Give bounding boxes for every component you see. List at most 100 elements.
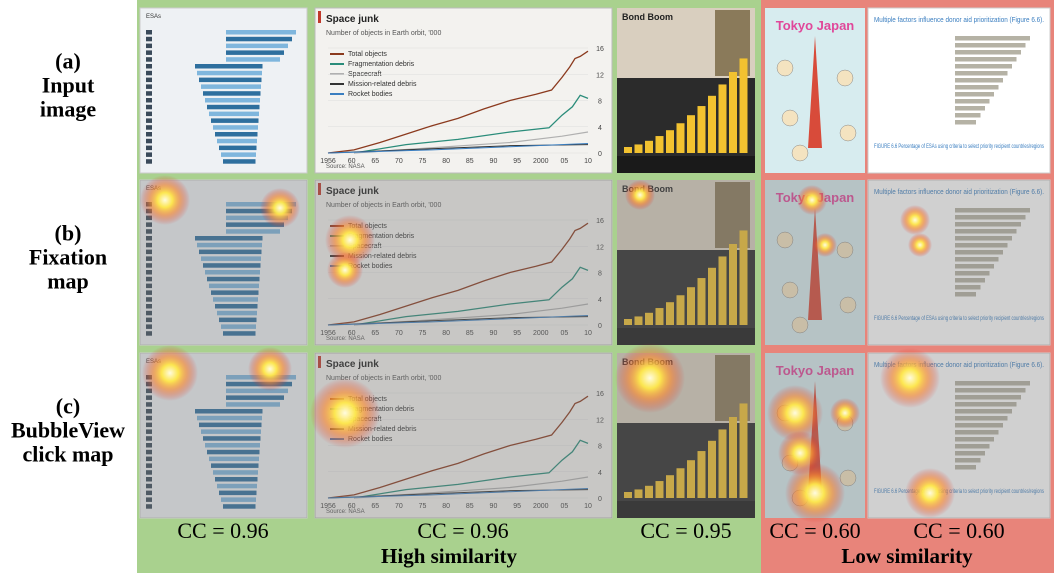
- bar: [676, 123, 685, 153]
- y-tick-label: 16: [596, 391, 604, 398]
- row-index: [146, 152, 152, 157]
- bar: [955, 85, 999, 90]
- heat-blob: [615, 343, 685, 413]
- bar: [955, 451, 985, 456]
- bar: [955, 106, 985, 111]
- row-index: [146, 324, 152, 329]
- bar: [209, 283, 259, 289]
- legend-label: Rocket bodies: [348, 263, 393, 270]
- x-tick-label: 90: [490, 158, 498, 165]
- heat-blob: [908, 233, 932, 257]
- bar: [213, 297, 258, 302]
- accent: [318, 356, 321, 368]
- heat-blob: [767, 385, 823, 441]
- heat-blob: [797, 185, 827, 215]
- legend-label: Fragmentation debris: [348, 61, 415, 68]
- heat-blob: [140, 175, 190, 225]
- y-tick-label: 16: [596, 218, 604, 225]
- row-index: [146, 125, 152, 130]
- bar: [207, 276, 260, 282]
- thumb-title: Tokyo Japan: [776, 363, 855, 378]
- series-line: [353, 266, 589, 326]
- heat-blob: [260, 188, 300, 228]
- x-tick-label: 05: [560, 503, 568, 510]
- series-line: [327, 488, 589, 499]
- thumb-caption: FIGURE 6.6 Percentage of ESAs using crit…: [874, 315, 1044, 322]
- bar: [729, 72, 737, 153]
- series-line: [353, 439, 589, 499]
- bar: [955, 36, 1030, 41]
- row-index: [146, 317, 152, 323]
- bar: [221, 324, 256, 329]
- bar: [687, 287, 695, 325]
- row-index: [146, 111, 152, 117]
- row-index: [146, 104, 152, 110]
- row-label: (c): [56, 394, 80, 419]
- series-line: [327, 143, 589, 154]
- x-tick-label: 85: [466, 503, 474, 510]
- bar: [955, 208, 1030, 213]
- bar: [708, 95, 716, 153]
- bar: [955, 229, 1017, 234]
- row-index: [146, 159, 152, 164]
- x-tick-label: 60: [348, 330, 356, 337]
- row-index: [146, 290, 152, 295]
- thumb-caption: FIGURE 6.6 Percentage of ESAs using crit…: [874, 143, 1044, 150]
- thumb-title: Multiple factors influence donor aid pri…: [874, 15, 1044, 24]
- y-tick-label: 4: [598, 470, 602, 477]
- caption-band: [617, 156, 755, 173]
- heat-blob: [325, 215, 375, 265]
- icon: [839, 124, 857, 142]
- thumb-title: Tokyo Japan: [776, 18, 855, 33]
- x-tick-label: 10: [584, 330, 592, 337]
- thumb-title: Multiple factors influence donor aid pri…: [874, 187, 1044, 196]
- caption-band: [617, 501, 755, 518]
- cc-score: CC = 0.60: [913, 518, 1004, 543]
- bar: [955, 243, 1008, 248]
- bar: [205, 443, 260, 448]
- heat-blob: [900, 205, 930, 235]
- bar: [676, 295, 685, 325]
- row-index: [146, 276, 152, 282]
- x-tick-label: 95: [513, 158, 521, 165]
- legend-label: Fragmentation debris: [348, 233, 415, 240]
- heat-blob: [830, 398, 860, 428]
- bar: [203, 263, 261, 268]
- heatmap-dim: [868, 180, 1050, 345]
- row-label: image: [40, 97, 96, 122]
- row-index: [146, 84, 152, 89]
- bar: [624, 492, 632, 498]
- bar: [634, 144, 643, 153]
- row-index: [146, 402, 152, 407]
- bar: [955, 395, 1021, 400]
- x-tick-label: 05: [560, 330, 568, 337]
- accent: [318, 183, 321, 195]
- bar: [955, 458, 981, 463]
- row-label: click map: [22, 442, 113, 467]
- series-line: [353, 94, 589, 154]
- row-index: [146, 470, 152, 475]
- row-index: [146, 43, 152, 49]
- accent: [318, 11, 321, 23]
- icon: [791, 144, 809, 162]
- x-tick-label: 10: [584, 158, 592, 165]
- bar: [195, 409, 263, 414]
- row-index: [146, 229, 152, 234]
- bar: [676, 468, 685, 498]
- bar: [197, 242, 262, 248]
- bar: [213, 470, 258, 475]
- row-index: [146, 422, 152, 428]
- x-tick-label: 80: [442, 330, 450, 337]
- row-index: [146, 483, 152, 489]
- thumb-title: Bond Boom: [622, 12, 673, 22]
- bar: [226, 215, 288, 221]
- thumb-title: Space junk: [326, 14, 379, 25]
- thumb-caption: FIGURE 6.6 Percentage of ESAs using crit…: [874, 488, 1044, 495]
- row-index: [146, 490, 152, 496]
- x-tick-label: 1956: [320, 158, 336, 165]
- bar: [226, 50, 284, 55]
- bar: [217, 310, 257, 316]
- thumb-title: Space junk: [326, 186, 379, 197]
- bar: [955, 78, 1003, 83]
